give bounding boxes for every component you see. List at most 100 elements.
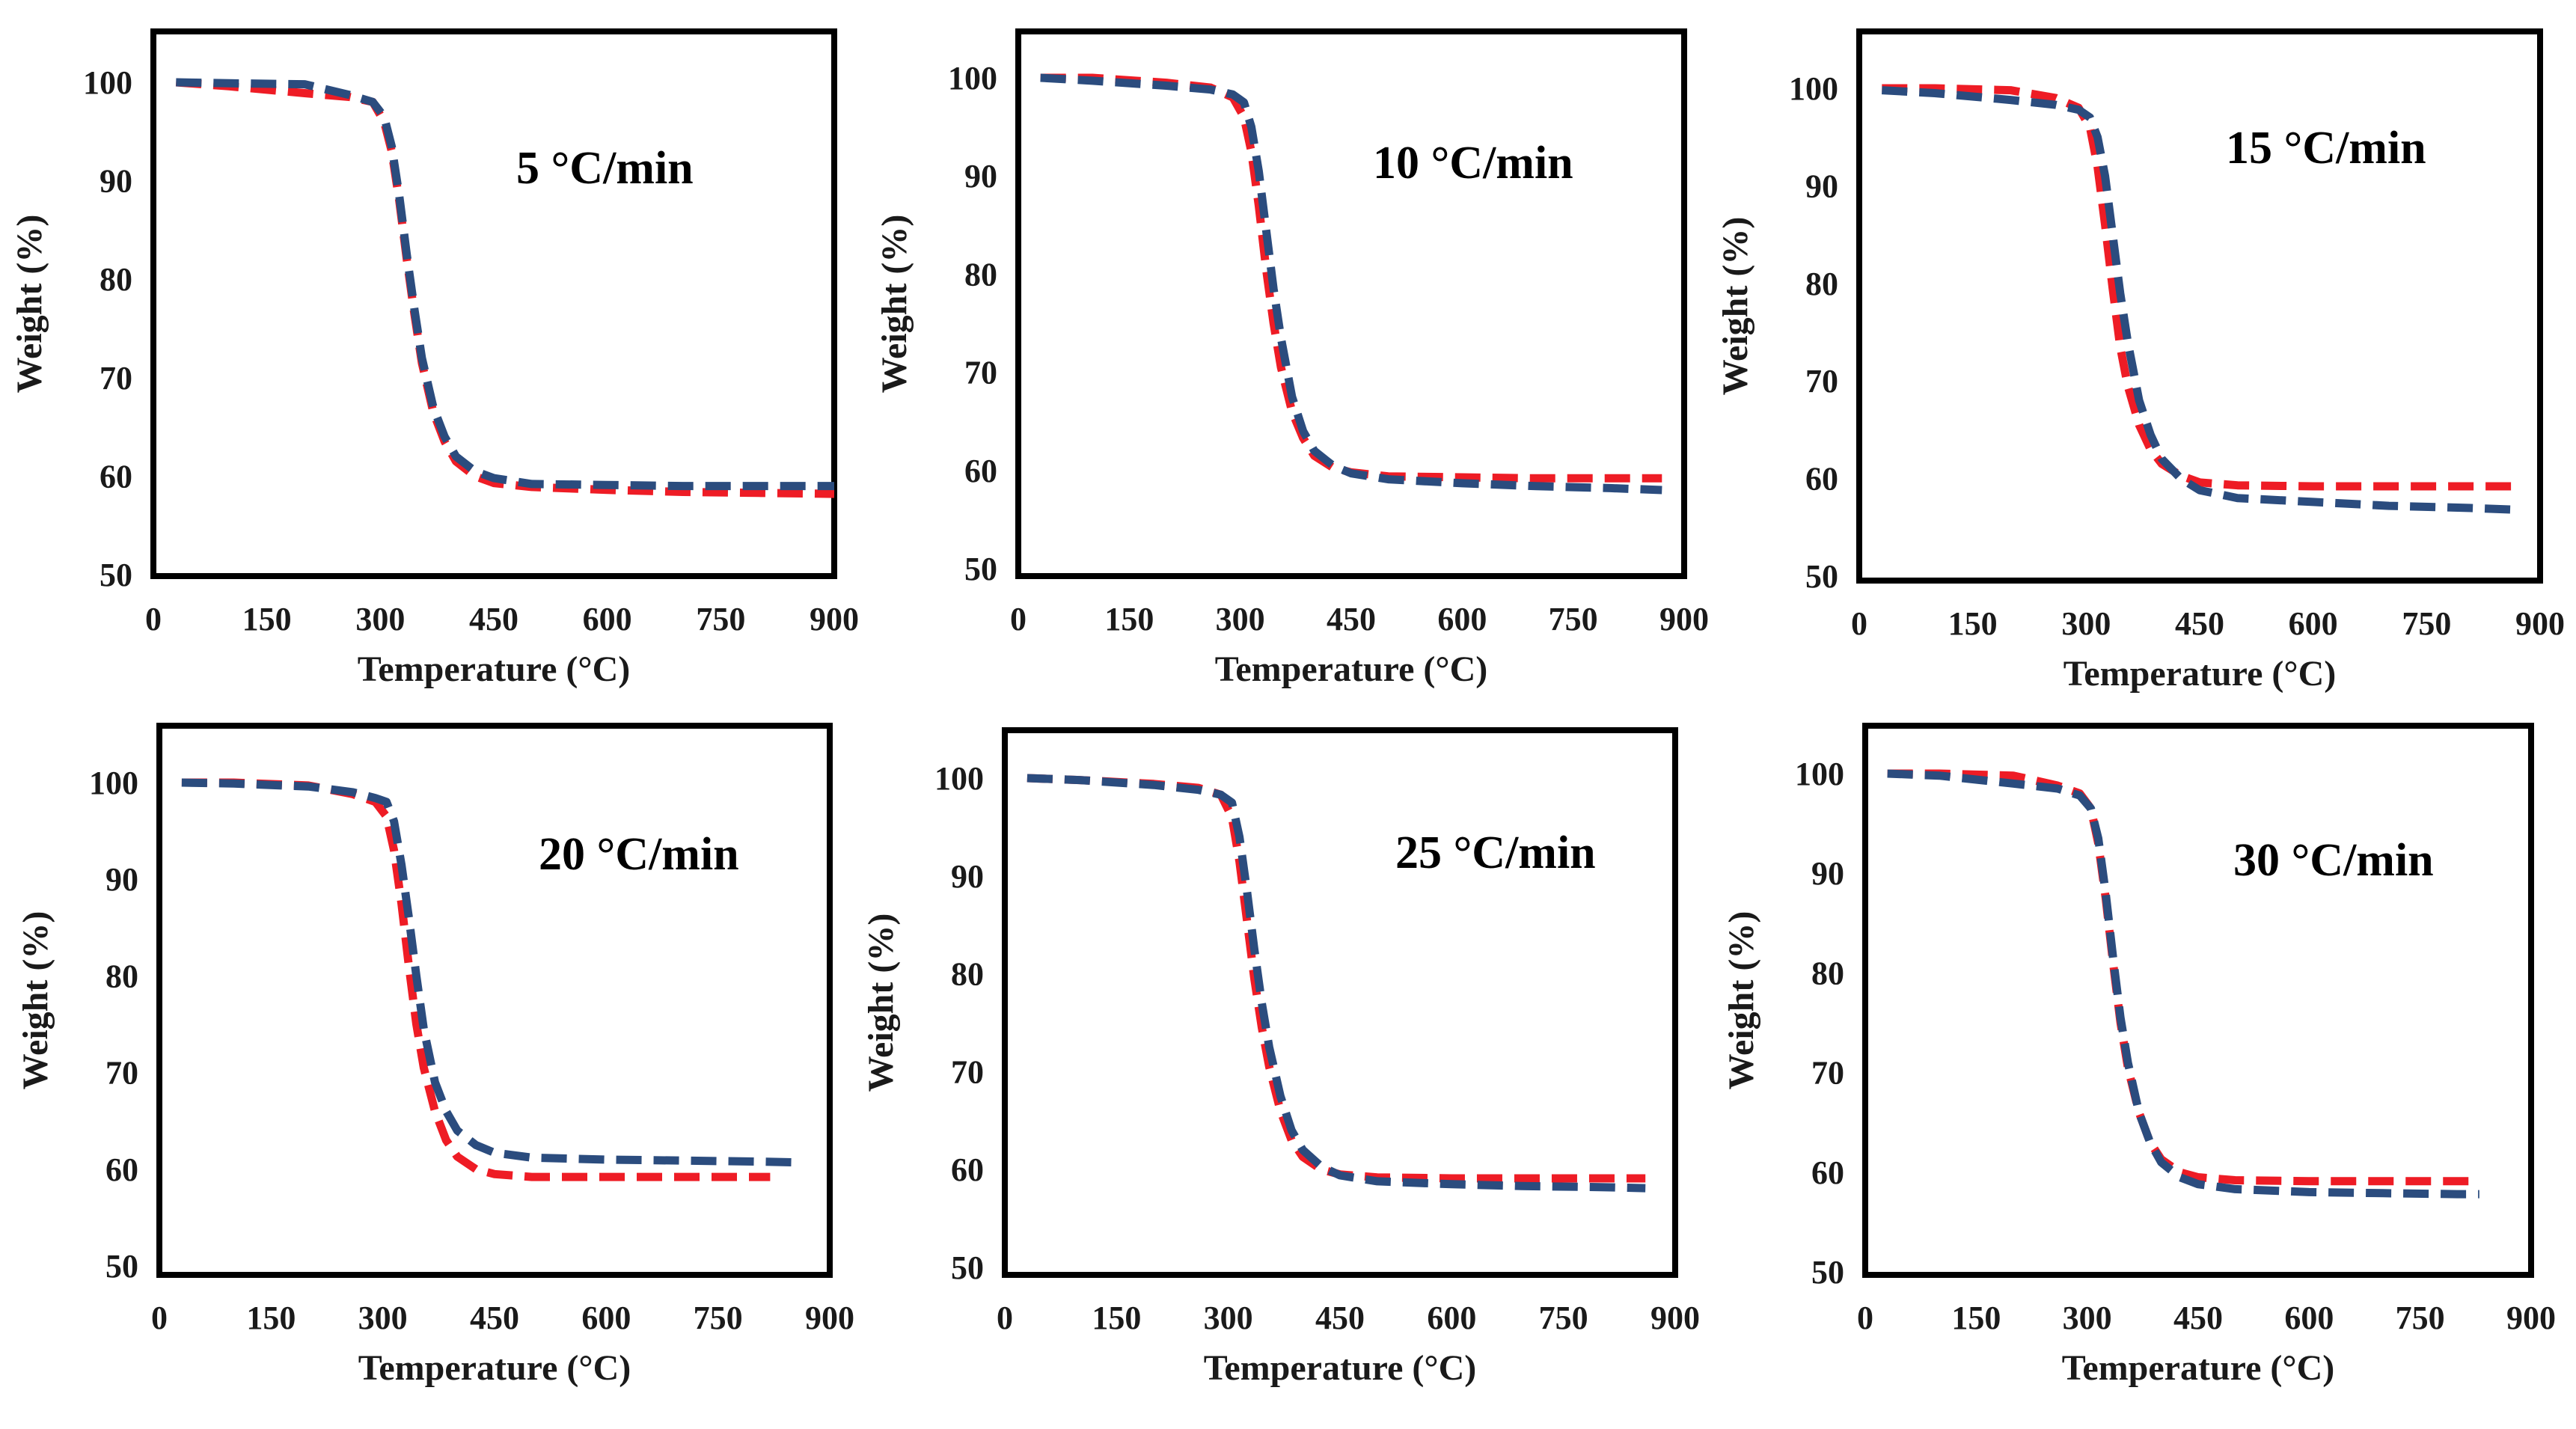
chart-panel-2: 50 60 70 80 90 100 0 150 300 450 600 750 900 Temperat… — [875, 28, 1709, 689]
y-axis-title: Weight (%) — [861, 914, 901, 1092]
y-tick-label: 60 — [964, 453, 997, 489]
series-line-red — [1040, 73, 1662, 483]
y-tick-label: 60 — [1811, 1154, 1844, 1191]
x-axis-title: Temperature (°C) — [358, 1348, 631, 1388]
x-tick-label: 0 — [1857, 1300, 1873, 1336]
heating-rate-label: 5 °C/min — [516, 143, 694, 194]
x-axis-title: Temperature (°C) — [2063, 654, 2336, 694]
x-tick-label: 150 — [242, 601, 292, 637]
plot-frame — [1015, 28, 1687, 579]
x-tick-label: 300 — [355, 601, 405, 637]
y-tick-label: 70 — [1811, 1055, 1844, 1092]
x-tick-label: 900 — [1650, 1300, 1700, 1336]
x-tick-label: 750 — [694, 1300, 743, 1336]
x-tick-label: 450 — [469, 601, 518, 637]
heating-rate-label: 10 °C/min — [1373, 138, 1573, 189]
y-tick-label: 50 — [1811, 1254, 1844, 1291]
y-tick-label: 50 — [951, 1249, 984, 1286]
y-tick-label: 50 — [1805, 558, 1838, 595]
x-tick-label: 150 — [1948, 605, 1998, 642]
series-line-blue — [181, 778, 801, 1167]
x-tick-label: 150 — [1092, 1300, 1141, 1336]
y-tick-label: 80 — [1805, 266, 1838, 302]
y-tick-label: 80 — [964, 256, 997, 293]
x-tick-label: 750 — [1539, 1300, 1588, 1336]
y-tick-label: 100 — [83, 64, 132, 101]
x-tick-label: 900 — [805, 1300, 854, 1336]
x-tick-label: 450 — [1315, 1300, 1365, 1336]
x-axis-title: Temperature (°C) — [358, 649, 630, 689]
chart-panel-1: 50 60 70 80 90 100 0 150 300 450 600 750 900 Temperat… — [10, 28, 859, 689]
x-tick-label: 600 — [581, 1300, 631, 1336]
x-tick-label: 150 — [246, 1300, 296, 1336]
plot-frame — [1002, 727, 1678, 1278]
y-tick-label: 100 — [1795, 756, 1844, 792]
x-tick-label: 750 — [1549, 601, 1598, 637]
y-tick-label: 70 — [100, 360, 132, 397]
y-tick-label: 90 — [951, 858, 984, 895]
y-tick-label: 80 — [100, 261, 132, 298]
plot-frame — [150, 28, 837, 579]
series-line-blue — [1040, 73, 1662, 495]
series-line-red — [181, 778, 771, 1181]
x-axis-title: Temperature (°C) — [1204, 1348, 1476, 1388]
x-tick-label: 300 — [2061, 605, 2111, 642]
y-axis-title: Weight (%) — [16, 911, 55, 1090]
x-tick-label: 300 — [2063, 1300, 2112, 1336]
x-tick-label: 900 — [1659, 601, 1709, 637]
x-tick-label: 900 — [810, 601, 859, 637]
x-tick-label: 0 — [1851, 605, 1867, 642]
plot-frame — [1862, 723, 2534, 1278]
y-tick-label: 90 — [1811, 855, 1844, 892]
y-tick-label: 80 — [1811, 955, 1844, 991]
y-tick-label: 70 — [1805, 363, 1838, 400]
x-tick-label: 450 — [2175, 605, 2224, 642]
y-tick-label: 90 — [964, 158, 997, 195]
x-tick-label: 300 — [1204, 1300, 1253, 1336]
y-tick-label: 60 — [105, 1151, 138, 1188]
x-tick-label: 900 — [2515, 605, 2565, 642]
heating-rate-label: 15 °C/min — [2226, 123, 2426, 174]
plot-frame — [1856, 28, 2543, 584]
series-line-red — [175, 78, 835, 498]
y-tick-label: 50 — [100, 557, 132, 593]
y-tick-label: 100 — [89, 765, 138, 801]
y-tick-label: 100 — [948, 60, 997, 97]
y-tick-label: 80 — [105, 958, 138, 994]
x-tick-label: 0 — [1010, 601, 1027, 637]
y-tick-label: 70 — [951, 1053, 984, 1090]
x-tick-label: 450 — [1327, 601, 1376, 637]
x-tick-label: 150 — [1951, 1300, 2001, 1336]
y-tick-label: 70 — [105, 1055, 138, 1092]
y-tick-label: 100 — [934, 760, 984, 797]
chart-panel-3: 50 60 70 80 90 100 0 150 300 450 600 750 900 Temperat… — [1716, 28, 2565, 694]
heating-rate-label: 20 °C/min — [539, 829, 739, 880]
y-tick-label: 90 — [100, 163, 132, 200]
x-tick-label: 450 — [2173, 1300, 2223, 1336]
x-axis-title: Temperature (°C) — [1215, 649, 1487, 689]
x-tick-label: 600 — [2289, 605, 2338, 642]
y-axis-title: Weight (%) — [875, 215, 914, 394]
y-axis-title: Weight (%) — [10, 215, 49, 394]
x-tick-label: 450 — [470, 1300, 519, 1336]
y-tick-label: 80 — [951, 956, 984, 993]
y-axis-title: Weight (%) — [1722, 911, 1761, 1090]
series-line-blue — [1887, 769, 2479, 1199]
x-tick-label: 0 — [997, 1300, 1013, 1336]
x-tick-label: 300 — [358, 1300, 408, 1336]
x-tick-label: 150 — [1104, 601, 1154, 637]
x-tick-label: 600 — [583, 601, 632, 637]
chart-panel-6: 50 60 70 80 90 100 0 150 300 450 600 750 900 Temperat… — [1722, 723, 2556, 1388]
y-tick-label: 60 — [1805, 461, 1838, 498]
x-tick-label: 900 — [2506, 1300, 2556, 1336]
x-tick-label: 600 — [1427, 1300, 1476, 1336]
x-tick-label: 300 — [1216, 601, 1265, 637]
chart-panel-4: 50 60 70 80 90 100 0 150 300 450 600 750 900 Temperat… — [16, 723, 854, 1388]
y-axis-title: Weight (%) — [1716, 217, 1755, 396]
y-tick-label: 60 — [100, 458, 132, 495]
series-line-blue — [1027, 774, 1646, 1193]
heating-rate-label: 25 °C/min — [1395, 827, 1596, 878]
x-tick-label: 600 — [1437, 601, 1487, 637]
plot-frame — [156, 723, 833, 1278]
heating-rate-label: 30 °C/min — [2233, 835, 2434, 886]
